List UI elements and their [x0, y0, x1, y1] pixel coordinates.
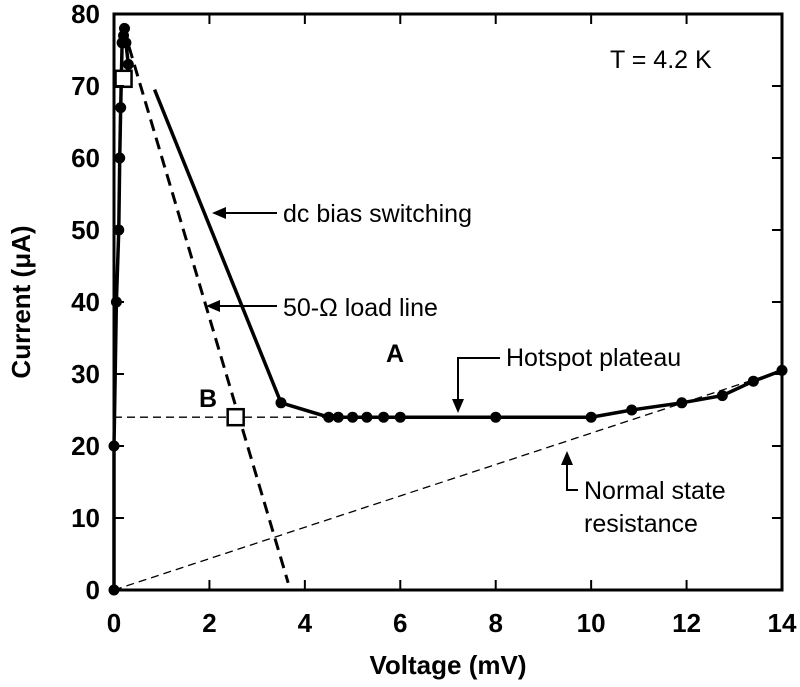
series-line-2 — [280, 368, 783, 419]
data-point — [490, 411, 502, 423]
dc-bias-arrowhead — [212, 207, 226, 219]
data-point — [115, 102, 127, 114]
temperature-label: T = 4.2 K — [610, 46, 712, 74]
x-tick-label: 8 — [488, 608, 502, 638]
x-tick-label: 4 — [298, 608, 313, 638]
data-point — [676, 397, 688, 409]
y-axis-title: Current (μA) — [6, 225, 36, 378]
load-line-label: 50-Ω load line — [283, 294, 438, 322]
x-tick-label: 2 — [202, 608, 216, 638]
data-point — [275, 397, 287, 409]
normal-state-arrowhead — [561, 451, 573, 465]
normal-state-label-2: resistance — [584, 510, 698, 538]
x-tick-label: 6 — [393, 608, 407, 638]
data-point — [716, 390, 728, 402]
data-point — [378, 411, 390, 423]
open-square-marker — [114, 69, 133, 89]
hotspot-arrow — [457, 357, 500, 402]
data-point — [347, 411, 359, 423]
x-axis-title: Voltage (mV) — [370, 650, 527, 680]
ticks-layer: 0 2 4 6 8 10 12 14 0 10 20 30 40 50 60 70 80 — [71, 0, 797, 638]
x-tick-label: 14 — [768, 608, 797, 638]
data-point — [626, 404, 638, 416]
dc-bias-label: dc bias switching — [283, 200, 472, 228]
y-tick-label: 10 — [71, 503, 100, 533]
hotspot-label: Hotspot plateau — [506, 344, 681, 372]
open-square-marker — [226, 407, 245, 427]
series-layer — [108, 22, 788, 596]
x-tick-label: 0 — [107, 608, 121, 638]
data-point — [122, 58, 134, 70]
series-line-3 — [122, 27, 290, 584]
y-tick-label: 70 — [71, 71, 100, 101]
series-line-5 — [113, 369, 783, 591]
y-tick-label: 30 — [71, 359, 100, 389]
x-tick-label: 12 — [672, 608, 701, 638]
load-line-arrowhead — [206, 300, 220, 312]
y-tick-label: 60 — [71, 143, 100, 173]
series-line-1 — [152, 88, 283, 404]
data-point — [120, 37, 132, 49]
x-tick-label: 10 — [577, 608, 606, 638]
data-point — [332, 411, 344, 423]
normal-state-label-1: Normal state — [584, 477, 726, 505]
normal-state-arrow — [566, 462, 578, 491]
y-tick-label: 40 — [71, 287, 100, 317]
point-a-label: A — [386, 340, 404, 368]
point-b-label: B — [199, 385, 217, 413]
data-point — [585, 411, 597, 423]
data-point — [394, 411, 406, 423]
y-tick-label: 0 — [86, 575, 100, 605]
hotspot-arrowhead — [452, 399, 464, 413]
data-point — [361, 411, 373, 423]
y-tick-label: 50 — [71, 215, 100, 245]
y-tick-label: 20 — [71, 431, 100, 461]
y-tick-label: 80 — [71, 0, 100, 29]
